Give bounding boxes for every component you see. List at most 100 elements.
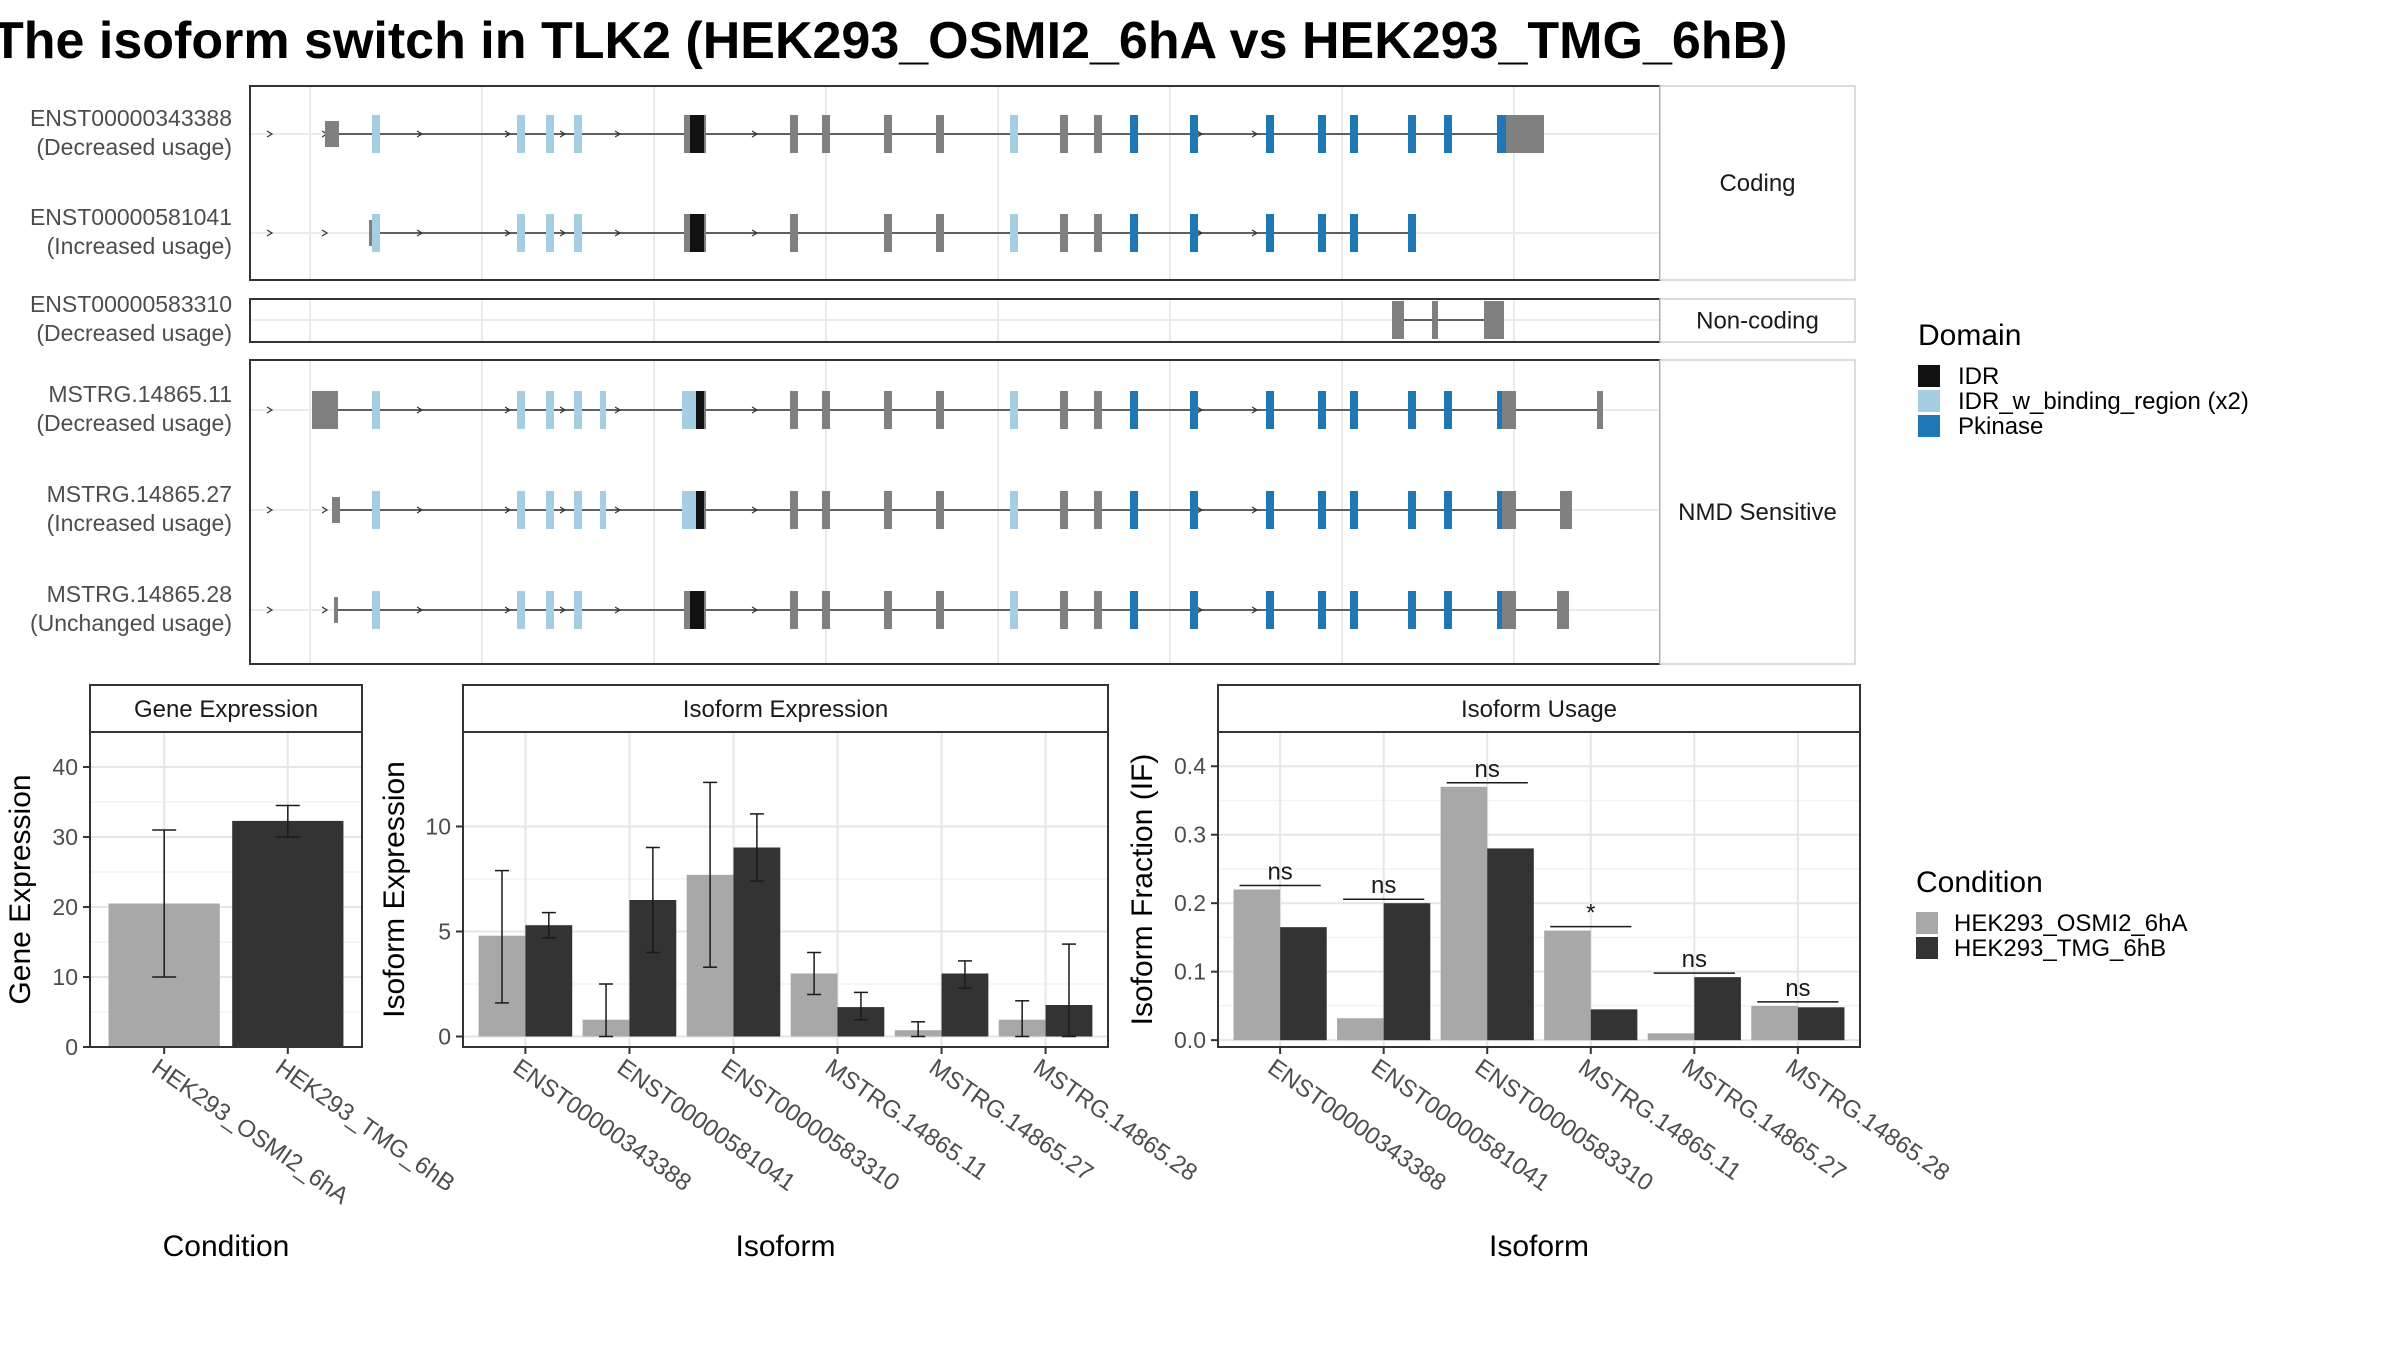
exon — [600, 491, 606, 529]
isoform-label: MSTRG.14865.11 (Decreased usage) — [36, 381, 232, 436]
facet-strip-label: Isoform Usage — [1461, 696, 1617, 723]
group-strip-label: Non-coding — [1696, 308, 1819, 335]
idr-binding-domain — [546, 115, 554, 153]
pkinase-domain — [1444, 115, 1452, 153]
direction-arrow — [504, 229, 512, 237]
bar — [1337, 1018, 1384, 1041]
exon — [790, 214, 798, 252]
direction-arrow — [504, 506, 512, 514]
exon — [1432, 301, 1438, 339]
bar — [1440, 786, 1488, 1041]
pkinase-domain — [1266, 491, 1274, 529]
direction-arrow — [559, 229, 567, 237]
direction-arrow — [1196, 606, 1204, 614]
isoform-usage-label: (Increased usage) — [47, 233, 232, 259]
direction-arrow — [266, 406, 274, 414]
isoform-label: ENST00000581041 (Increased usage) — [30, 204, 232, 259]
bar — [1751, 1005, 1798, 1041]
pkinase-domain — [1408, 491, 1416, 529]
condition-legend-label: HEK293_TMG_6hB — [1954, 935, 2166, 962]
exon — [790, 591, 798, 629]
pkinase-domain — [1266, 391, 1274, 429]
domain-legend-label: IDR_w_binding_region (x2) — [1958, 388, 2249, 415]
isoform-id-label: ENST00000343388 — [30, 105, 232, 131]
exon — [936, 214, 944, 252]
idr-binding-domain — [517, 214, 525, 252]
structure-group-1: ENST00000583310 (Decreased usage) Non-codi… — [30, 291, 1856, 346]
pkinase-domain — [1190, 115, 1198, 153]
y-tick-label: 0.0 — [1174, 1027, 1206, 1053]
exon — [884, 115, 892, 153]
isoform-usage-label: (Increased usage) — [47, 510, 232, 536]
y-tick-label: 10 — [425, 814, 451, 840]
direction-arrow — [1196, 506, 1204, 514]
condition-legend-swatch — [1916, 937, 1938, 959]
significance-label: ns — [1267, 859, 1292, 886]
x-tick-label: ENST00000343388 — [1263, 1054, 1451, 1197]
idr-binding-domain — [517, 491, 525, 529]
utr-exon — [1557, 591, 1569, 629]
isoform-id-label: MSTRG.14865.27 — [47, 481, 232, 507]
exon — [884, 214, 892, 252]
exon — [790, 491, 798, 529]
idr-binding-domain — [546, 491, 554, 529]
charts-area: Gene Expression 0 10 20 30 40 HEK293_OSMI2_6hA… — [4, 684, 1954, 1263]
idr-domain — [690, 214, 704, 252]
idr-binding-domain — [1010, 491, 1018, 529]
exon — [682, 391, 696, 429]
isoform-id-label: ENST00000581041 — [30, 204, 232, 230]
isoform-usage-label: (Decreased usage) — [36, 410, 232, 436]
direction-arrow — [614, 406, 622, 414]
exon — [682, 491, 696, 529]
exon — [884, 591, 892, 629]
pkinase-domain — [1350, 591, 1358, 629]
direction-arrow — [751, 229, 759, 237]
y-axis-title: Isoform Fraction (IF) — [1126, 754, 1159, 1026]
isoform-label: ENST00000583310 (Decreased usage) — [30, 291, 232, 346]
direction-arrow — [504, 406, 512, 414]
group-strip-label: NMD Sensitive — [1678, 499, 1837, 526]
idr-binding-domain — [517, 115, 525, 153]
pkinase-domain — [1408, 591, 1416, 629]
pkinase-domain — [1444, 391, 1452, 429]
significance-label: ns — [1371, 872, 1396, 899]
x-tick-label: HEK293_OSMI2_6hA — [147, 1054, 354, 1210]
idr-binding-domain — [372, 491, 380, 529]
exon — [600, 391, 606, 429]
isoform-id-label: ENST00000583310 — [30, 291, 232, 317]
exon — [822, 391, 830, 429]
facet-strip — [89, 684, 363, 733]
y-tick-label: 0.1 — [1174, 959, 1206, 985]
y-tick-label: 30 — [52, 824, 78, 850]
x-axis-title: Condition — [163, 1230, 290, 1263]
idr-binding-domain — [1010, 214, 1018, 252]
y-tick-label: 0.4 — [1174, 753, 1206, 779]
isoform-label: MSTRG.14865.28 (Unchanged usage) — [30, 581, 232, 636]
direction-arrow — [1196, 130, 1204, 138]
exon — [936, 491, 944, 529]
direction-arrow — [751, 506, 759, 514]
group-strip-label: Coding — [1719, 170, 1795, 197]
chart-2: ns ns ns * ns ns Isoform Usage 0.0 0.1 0.2 0.3 0.4 E… — [1126, 684, 1954, 1263]
bar — [232, 820, 344, 1047]
idr-binding-domain — [574, 391, 582, 429]
direction-arrow — [751, 130, 759, 138]
exon — [822, 115, 830, 153]
pkinase-domain — [1408, 115, 1416, 153]
significance-label: ns — [1785, 975, 1810, 1002]
transcript-structure-panel: ENST00000343388 (Decreased usage) ENST0000… — [30, 85, 1856, 665]
utr-exon — [1597, 391, 1603, 429]
figure-title: The isoform switch in TLK2 (HEK293_OSMI2… — [0, 12, 1787, 70]
pkinase-domain — [1350, 491, 1358, 529]
y-axis-title: Isoform Expression — [378, 761, 411, 1018]
x-tick-label: MSTRG.14865.28 — [1780, 1054, 1954, 1187]
direction-arrow — [751, 606, 759, 614]
exon — [1060, 591, 1068, 629]
isoform-label: MSTRG.14865.27 (Increased usage) — [47, 481, 232, 536]
pkinase-domain — [1190, 591, 1198, 629]
y-tick-label: 20 — [52, 894, 78, 920]
direction-arrow — [559, 506, 567, 514]
x-tick-label: ENST00000581041 — [612, 1054, 800, 1197]
pkinase-domain — [1266, 591, 1274, 629]
